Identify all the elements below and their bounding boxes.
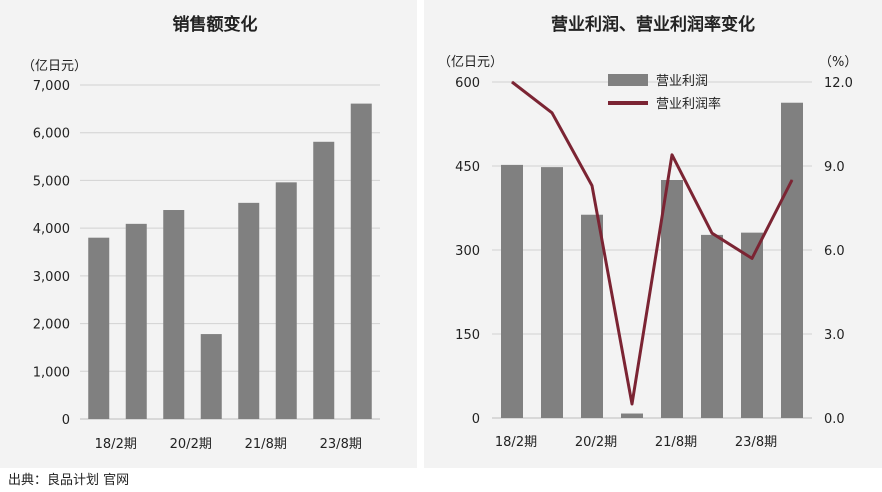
x-tick-label: 20/2期 — [575, 435, 617, 450]
y-tick-label: 7,000 — [33, 79, 70, 94]
y-tick-label: 2,000 — [33, 318, 70, 333]
sales-bar — [275, 182, 297, 419]
chart-title: 营业利润、营业利润率变化 — [551, 14, 755, 35]
y-axis-label: （亿日元） — [22, 59, 87, 74]
legend-label-margin: 营业利润率 — [656, 96, 721, 112]
left-axis-label: （亿日元） — [438, 55, 503, 70]
profit-bar — [661, 180, 683, 418]
right-tick-label: 9.0 — [824, 160, 845, 175]
left-tick-label: 600 — [455, 76, 480, 91]
y-tick-label: 4,000 — [33, 222, 70, 237]
legend-swatch-profit — [608, 74, 648, 86]
x-tick-label: 21/8期 — [245, 437, 287, 452]
sales-chart-panel: 销售额变化 （亿日元） 0 1,000 2,000 3,000 4,000 5,000 6,00… — [0, 0, 417, 468]
profit-bar — [501, 164, 523, 418]
y-tick-label: 6,000 — [33, 127, 70, 142]
margin-point — [631, 403, 633, 405]
profit-bar — [581, 214, 603, 418]
right-tick-label: 6.0 — [824, 244, 845, 259]
profit-chart-panel: 营业利润、营业利润率变化 （亿日元） （%） 0 150 300 450 600 0.0 3.0 6… — [424, 0, 882, 468]
y-tick-label: 0 — [62, 413, 70, 428]
x-tick-label: 23/8期 — [320, 437, 362, 452]
profit-bar — [741, 232, 763, 418]
right-axis-label: （%） — [819, 55, 857, 70]
chart-title: 销售额变化 — [173, 14, 258, 35]
profit-bar — [541, 167, 563, 418]
left-tick-label: 0 — [472, 412, 480, 427]
x-tick-label: 18/2期 — [495, 435, 537, 450]
sales-bar-chart: 销售额变化 （亿日元） 0 1,000 2,000 3,000 4,000 5,000 6,00… — [22, 14, 380, 452]
sales-bar — [313, 141, 335, 419]
right-tick-label: 12.0 — [824, 76, 853, 91]
source-note: 出典：良品计划 官网 — [8, 473, 130, 488]
left-tick-label: 150 — [455, 328, 480, 343]
right-tick-label: 3.0 — [824, 328, 845, 343]
legend-label-profit: 营业利润 — [656, 74, 708, 89]
x-tick-label: 18/2期 — [95, 437, 137, 452]
margin-point — [711, 232, 713, 234]
margin-line — [511, 80, 794, 406]
sales-bar — [88, 237, 110, 419]
profit-combo-chart: 营业利润、营业利润率变化 （亿日元） （%） 0 150 300 450 600 0.0 3.0 6… — [438, 14, 857, 450]
sales-bar — [200, 334, 222, 419]
left-tick-label: 450 — [455, 160, 480, 175]
left-tick-label: 300 — [455, 244, 480, 259]
y-tick-label: 5,000 — [33, 174, 70, 189]
right-tick-label: 0.0 — [824, 412, 845, 427]
margin-point — [591, 185, 593, 187]
y-tick-label: 3,000 — [33, 270, 70, 285]
margin-point — [671, 154, 673, 156]
x-tick-label: 21/8期 — [655, 435, 697, 450]
margin-point — [511, 81, 513, 83]
margin-point — [551, 112, 553, 114]
y-tick-label: 1,000 — [33, 365, 70, 380]
sales-bar — [350, 103, 372, 419]
margin-point — [751, 257, 753, 259]
margin-point — [791, 179, 793, 181]
sales-bar — [163, 210, 185, 419]
sales-bar — [125, 223, 147, 419]
profit-bar — [621, 413, 643, 418]
profit-bar — [781, 102, 803, 418]
profit-bar — [701, 234, 723, 418]
sales-bar — [238, 202, 260, 419]
x-tick-label: 20/2期 — [170, 437, 212, 452]
x-tick-label: 23/8期 — [735, 435, 777, 450]
